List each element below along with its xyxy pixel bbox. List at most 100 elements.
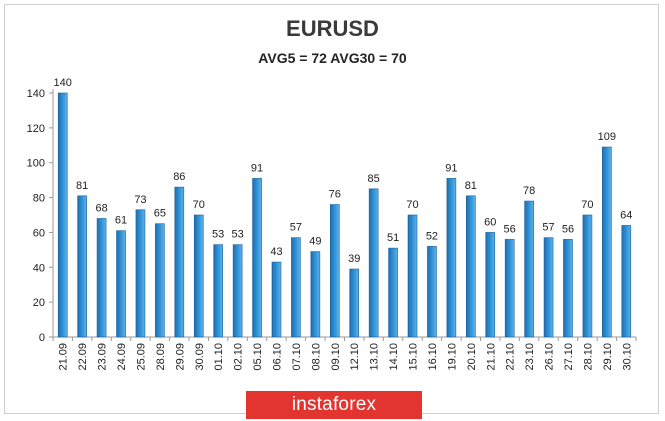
bar-value-label: 86 (173, 171, 185, 183)
bar-value-label: 140 (54, 77, 72, 89)
bar-value-label: 65 (154, 208, 166, 220)
bar-value-label: 57 (542, 222, 554, 234)
bar-value-label: 76 (329, 189, 341, 201)
x-tick-label: 20.10 (466, 343, 478, 371)
x-tick-label: 13.10 (369, 343, 381, 371)
bar-value-label: 70 (581, 199, 593, 211)
x-tick-label: 06.10 (271, 343, 283, 371)
x-tick-label: 29.09 (174, 343, 186, 371)
bar (57, 92, 68, 338)
bar (407, 214, 418, 338)
bar-value-label: 91 (251, 162, 263, 174)
x-tick-label: 15.10 (408, 343, 420, 371)
x-tick-label: 21.10 (485, 343, 497, 371)
y-tick-label: 20 (33, 297, 45, 309)
bar-value-label: 70 (193, 199, 205, 211)
bar (427, 246, 437, 338)
x-tick-label: 27.10 (563, 343, 575, 371)
x-tick-label: 19.10 (446, 343, 458, 371)
x-tick-label: 30.10 (621, 343, 633, 371)
x-tick-label: 14.10 (388, 343, 400, 371)
bar (155, 223, 165, 338)
bar-value-label: 91 (445, 162, 457, 174)
x-tick-label: 24.09 (116, 343, 128, 371)
x-tick-label: 16.10 (427, 343, 439, 371)
bar-value-label: 52 (426, 230, 438, 242)
bar (349, 268, 360, 338)
bar-value-label: 56 (562, 223, 574, 235)
bar (602, 146, 612, 338)
bar (582, 214, 593, 338)
x-tick-label: 05.10 (252, 343, 264, 371)
x-tick-label: 28.09 (155, 343, 167, 371)
bar-value-label: 51 (387, 232, 399, 244)
x-tick-label: 29.10 (602, 343, 614, 371)
bar (621, 225, 632, 338)
bar (466, 195, 476, 338)
bar-value-label: 70 (406, 199, 418, 211)
bar-value-label: 39 (348, 253, 360, 265)
y-tick-label: 60 (33, 227, 45, 239)
bar-value-label: 81 (465, 180, 477, 192)
x-tick-label: 22.09 (77, 343, 89, 371)
x-tick-label: 22.10 (505, 343, 517, 371)
bar (232, 244, 243, 338)
bar-value-label: 43 (270, 246, 282, 258)
bar (368, 188, 379, 338)
bar (252, 178, 262, 338)
bar (135, 209, 146, 338)
y-tick-label: 140 (27, 88, 45, 100)
bar (329, 204, 340, 338)
bar (504, 239, 515, 338)
bar-value-label: 57 (290, 222, 302, 234)
x-tick-label: 23.10 (524, 343, 536, 371)
bar-value-label: 53 (212, 229, 224, 241)
bar-value-label: 109 (598, 131, 616, 143)
x-tick-label: 25.09 (135, 343, 147, 371)
chart-subtitle: AVG5 = 72 AVG30 = 70 (258, 50, 407, 66)
y-tick-label: 80 (33, 193, 45, 205)
bar (291, 237, 301, 338)
bar-value-label: 61 (115, 215, 127, 227)
bar-value-label: 85 (368, 173, 380, 185)
y-tick-label: 100 (27, 158, 45, 170)
bar (563, 239, 573, 338)
chart-title: EURUSD (286, 16, 379, 41)
y-tick-label: 0 (39, 332, 45, 344)
bar (485, 232, 496, 338)
bar-value-label: 78 (523, 185, 535, 197)
bar-value-label: 64 (620, 209, 632, 221)
x-tick-label: 23.09 (97, 343, 109, 371)
x-tick-label: 07.10 (291, 343, 303, 371)
bar-value-label: 60 (484, 216, 496, 228)
bar (116, 230, 126, 338)
x-tick-label: 02.10 (233, 343, 245, 371)
y-tick-label: 120 (27, 123, 45, 135)
x-tick-label: 08.10 (310, 343, 322, 371)
x-tick-label: 12.10 (349, 343, 361, 371)
x-tick-label: 09.10 (330, 343, 342, 371)
bar-value-label: 73 (134, 194, 146, 206)
bar (388, 247, 398, 338)
bar (524, 200, 534, 338)
instaforex-watermark: instaforex (246, 391, 422, 419)
bar (174, 186, 185, 338)
bar (543, 237, 554, 338)
x-tick-label: 26.10 (544, 343, 556, 371)
bar-value-label: 56 (504, 223, 516, 235)
bar-value-label: 68 (95, 202, 107, 214)
bar (193, 214, 204, 338)
bar-value-label: 81 (76, 180, 88, 192)
bar (77, 195, 87, 338)
bar-value-label: 53 (231, 229, 243, 241)
x-tick-label: 01.10 (213, 343, 225, 371)
x-tick-label: 28.10 (582, 343, 594, 371)
x-tick-label: 21.09 (58, 343, 70, 371)
bar-value-label: 49 (309, 236, 321, 248)
bar (310, 251, 321, 338)
bar (96, 218, 107, 338)
y-tick-label: 40 (33, 262, 45, 274)
bar (446, 178, 457, 338)
bar (213, 244, 223, 338)
